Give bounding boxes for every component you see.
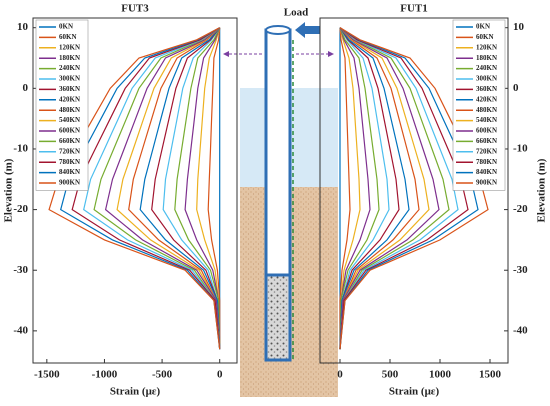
- pile-top: [265, 25, 291, 35]
- strain-line: [339, 27, 440, 350]
- legend-label: 60KN: [476, 33, 494, 41]
- y-tick-label: 10: [17, 21, 29, 33]
- legend-label: 300KN: [59, 75, 80, 83]
- x-tick-label: 0: [337, 369, 343, 381]
- y-tick-label: -10: [13, 142, 28, 154]
- strain-line: [139, 27, 221, 350]
- legend-label: 900KN: [476, 179, 497, 187]
- plot-frame: [32, 17, 238, 364]
- x-tick-label: -1000: [92, 369, 118, 381]
- legend-label: 480KN: [59, 106, 80, 114]
- strain-line: [339, 27, 400, 350]
- legend-label: 840KN: [59, 168, 80, 176]
- strain-line: [339, 27, 351, 350]
- y-tick-label: 0: [23, 82, 29, 94]
- strain-line: [93, 27, 221, 350]
- y-tick-label: -10: [513, 142, 528, 154]
- y-tick-label: -40: [13, 324, 28, 336]
- strain-line: [162, 27, 221, 350]
- strain-line: [339, 27, 380, 350]
- y-tick-label: -20: [13, 203, 28, 215]
- x-tick-label: 1000: [429, 369, 452, 381]
- strain-line: [207, 27, 221, 350]
- x-tick-label: -500: [152, 369, 173, 381]
- legend-label: 420KN: [59, 95, 80, 103]
- strain-line: [116, 27, 221, 350]
- strain-line: [339, 27, 450, 350]
- load-label: Load: [284, 7, 308, 19]
- legend-label: 840KN: [476, 168, 497, 176]
- chart-title: FUT3: [121, 3, 149, 15]
- legend-label: 240KN: [59, 64, 80, 72]
- strain-line: [339, 27, 430, 350]
- legend-label: 240KN: [476, 64, 497, 72]
- legend-label: 120KN: [476, 43, 497, 51]
- x-tick-label: 1500: [479, 369, 502, 381]
- legend-label: 780KN: [476, 158, 497, 166]
- strain-line: [196, 27, 221, 350]
- legend-label: 180KN: [59, 54, 80, 62]
- y-axis-label: Elevation (m): [3, 158, 15, 222]
- strain-line: [83, 27, 221, 350]
- strain-line: [151, 27, 221, 350]
- x-tick-label: -1500: [34, 369, 60, 381]
- x-axis-label: Strain (με): [110, 386, 161, 398]
- legend-label: 780KN: [59, 158, 80, 166]
- strain-line: [339, 27, 420, 350]
- strain-line: [174, 27, 221, 350]
- y-tick-label: -40: [513, 324, 528, 336]
- legend-label: 420KN: [476, 95, 497, 103]
- legend-label: 900KN: [59, 179, 80, 187]
- strain-line: [104, 27, 221, 350]
- y-tick-label: -30: [513, 264, 528, 276]
- legend-label: 480KN: [476, 106, 497, 114]
- legend-label: 0KN: [476, 23, 490, 31]
- y-axis-label: Elevation (m): [536, 158, 548, 222]
- x-tick-label: 500: [382, 369, 399, 381]
- legend-label: 120KN: [59, 43, 80, 51]
- legend-label: 720KN: [476, 147, 497, 155]
- strain-line: [128, 27, 221, 350]
- legend-label: 60KN: [59, 33, 77, 41]
- legend-label: 300KN: [476, 75, 497, 83]
- strain-line: [184, 27, 221, 350]
- strain-line: [339, 27, 361, 350]
- legend-label: 600KN: [59, 127, 80, 135]
- strain-line: [339, 27, 390, 350]
- pile-diagram: Load: [223, 7, 338, 397]
- pile-lower: [264, 273, 292, 362]
- strain-line: [339, 27, 459, 350]
- legend-label: 540KN: [476, 116, 497, 124]
- plot-frame: [319, 17, 509, 364]
- x-axis-label: Strain (με): [389, 386, 440, 398]
- legend-label: 0KN: [59, 23, 73, 31]
- y-tick-label: -20: [513, 203, 528, 215]
- strain-line: [339, 27, 410, 350]
- legend-label: 360KN: [59, 85, 80, 93]
- legend-label: 720KN: [59, 147, 80, 155]
- chart-title: FUT1: [400, 3, 428, 15]
- x-tick-label: 0: [217, 369, 223, 381]
- y-tick-label: -30: [13, 264, 28, 276]
- legend-label: 540KN: [59, 116, 80, 124]
- load-arrow: [295, 22, 320, 38]
- legend-label: 360KN: [476, 85, 497, 93]
- legend-label: 600KN: [476, 127, 497, 135]
- y-tick-label: 10: [513, 21, 525, 33]
- pile-upper: [264, 28, 292, 277]
- legend-label: 660KN: [59, 137, 80, 145]
- strain-line: [339, 27, 371, 350]
- legend-label: 180KN: [476, 54, 497, 62]
- y-tick-label: 0: [513, 82, 519, 94]
- legend-label: 660KN: [476, 137, 497, 145]
